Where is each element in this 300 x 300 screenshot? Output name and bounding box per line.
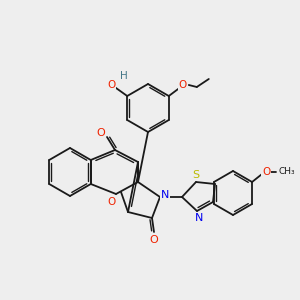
Text: O: O	[262, 167, 270, 177]
Text: N: N	[195, 213, 203, 223]
Text: O: O	[179, 80, 187, 90]
Text: H: H	[120, 71, 128, 81]
Text: O: O	[107, 80, 115, 90]
Text: S: S	[192, 170, 200, 180]
Text: N: N	[161, 190, 169, 200]
Text: O: O	[150, 235, 158, 245]
Text: CH₃: CH₃	[278, 167, 295, 176]
Text: O: O	[107, 197, 115, 207]
Text: O: O	[97, 128, 105, 138]
